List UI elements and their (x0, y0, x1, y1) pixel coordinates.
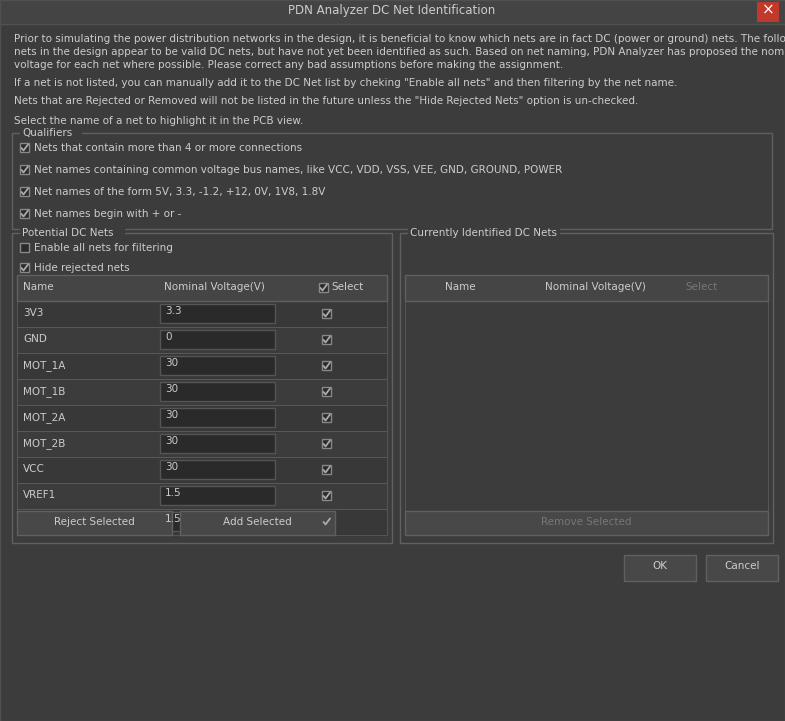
Text: 1.5: 1.5 (165, 514, 181, 524)
Text: MOT_1B: MOT_1B (23, 386, 65, 397)
Bar (322, 361, 331, 370)
Text: 1.5: 1.5 (165, 488, 181, 498)
Bar (180, 511, 335, 535)
Bar (17, 379, 387, 405)
Text: Name: Name (23, 282, 53, 292)
Text: 0: 0 (165, 332, 171, 342)
Bar (160, 330, 275, 349)
Text: GND: GND (23, 334, 47, 344)
Bar (17, 509, 387, 535)
Text: Potential DC Nets: Potential DC Nets (22, 228, 114, 238)
Bar (17, 431, 387, 457)
Bar (17, 405, 387, 431)
Text: Nominal Voltage(V): Nominal Voltage(V) (545, 282, 646, 292)
Text: Net names begin with + or -: Net names begin with + or - (34, 209, 181, 219)
Text: 30: 30 (165, 462, 178, 472)
Text: If a net is not listed, you can manually add it to the DC Net list by cheking "E: If a net is not listed, you can manually… (14, 78, 677, 88)
Bar (322, 517, 331, 526)
Bar (20, 209, 29, 218)
Bar (322, 335, 331, 344)
Bar (17, 301, 387, 327)
Bar (160, 434, 275, 453)
Text: Net names containing common voltage bus names, like VCC, VDD, VSS, VEE, GND, GRO: Net names containing common voltage bus … (34, 165, 562, 175)
Text: 30: 30 (165, 410, 178, 420)
Bar (17, 327, 387, 353)
Bar (12, 233, 392, 543)
Bar (17, 483, 387, 509)
Text: Net names of the form 5V, 3.3, -1.2, +12, 0V, 1V8, 1.8V: Net names of the form 5V, 3.3, -1.2, +12… (34, 187, 325, 197)
Bar (20, 263, 29, 272)
Bar (20, 127, 82, 139)
Text: MOT_1A: MOT_1A (23, 360, 65, 371)
Bar (322, 465, 331, 474)
Bar (160, 304, 275, 323)
Text: OK: OK (652, 561, 667, 571)
Bar (12, 133, 772, 229)
Text: PDN Analyzer DC Net Identification: PDN Analyzer DC Net Identification (288, 4, 495, 17)
Bar (20, 165, 29, 174)
Text: 30: 30 (165, 436, 178, 446)
Text: 3V3: 3V3 (23, 308, 43, 318)
Text: Reject Selected: Reject Selected (53, 517, 134, 527)
Bar (757, 2, 779, 22)
Bar (405, 301, 768, 535)
Text: Select: Select (331, 282, 363, 292)
Bar (160, 408, 275, 427)
Text: Cancel: Cancel (725, 561, 760, 571)
Text: Name: Name (445, 282, 476, 292)
Bar (0, 0, 785, 24)
Bar (322, 387, 331, 396)
Text: MOT_2B: MOT_2B (23, 438, 65, 449)
Text: Nets that contain more than 4 or more connections: Nets that contain more than 4 or more co… (34, 143, 302, 153)
Text: Qualifiers: Qualifiers (22, 128, 72, 138)
Bar (319, 283, 328, 292)
Text: VCC: VCC (23, 464, 45, 474)
Bar (706, 555, 778, 581)
Text: voltage for each net where possible. Please correct any bad assumptions before m: voltage for each net where possible. Ple… (14, 60, 564, 70)
Text: VREF1: VREF1 (23, 490, 57, 500)
Bar (400, 233, 773, 543)
Bar (17, 275, 387, 301)
Bar (160, 356, 275, 375)
Bar (322, 413, 331, 422)
Text: 3.3: 3.3 (165, 306, 181, 316)
Text: 30: 30 (165, 384, 178, 394)
Bar (20, 243, 29, 252)
Bar (20, 227, 125, 239)
Text: Remove Selected: Remove Selected (541, 517, 631, 527)
Bar (160, 460, 275, 479)
Bar (405, 511, 768, 535)
Text: ×: × (761, 3, 774, 18)
Bar (322, 309, 331, 318)
Text: nets in the design appear to be valid DC nets, but have not yet been identified : nets in the design appear to be valid DC… (14, 47, 785, 57)
Text: Currently Identified DC Nets: Currently Identified DC Nets (410, 228, 557, 238)
Text: Select: Select (685, 282, 717, 292)
Bar (17, 511, 172, 535)
Bar (322, 491, 331, 500)
Text: MOT_2A: MOT_2A (23, 412, 65, 423)
Text: Enable all nets for filtering: Enable all nets for filtering (34, 243, 173, 253)
Bar (624, 555, 696, 581)
Bar (160, 382, 275, 401)
Text: Add Selected: Add Selected (223, 517, 291, 527)
Text: Nominal Voltage(V): Nominal Voltage(V) (164, 282, 265, 292)
Bar (20, 187, 29, 196)
Text: Prior to simulating the power distribution networks in the design, it is benefic: Prior to simulating the power distributi… (14, 34, 785, 44)
Bar (160, 512, 275, 531)
Bar (322, 439, 331, 448)
Bar (405, 275, 768, 301)
Text: Nets that are Rejected or Removed will not be listed in the future unless the "H: Nets that are Rejected or Removed will n… (14, 96, 638, 106)
Bar (408, 227, 560, 239)
Bar (17, 353, 387, 379)
Text: Select the name of a net to highlight it in the PCB view.: Select the name of a net to highlight it… (14, 116, 303, 126)
Text: Hide rejected nets: Hide rejected nets (34, 263, 130, 273)
Text: VREF2: VREF2 (23, 516, 57, 526)
Text: 30: 30 (165, 358, 178, 368)
Bar (160, 486, 275, 505)
Bar (20, 143, 29, 152)
Bar (17, 457, 387, 483)
